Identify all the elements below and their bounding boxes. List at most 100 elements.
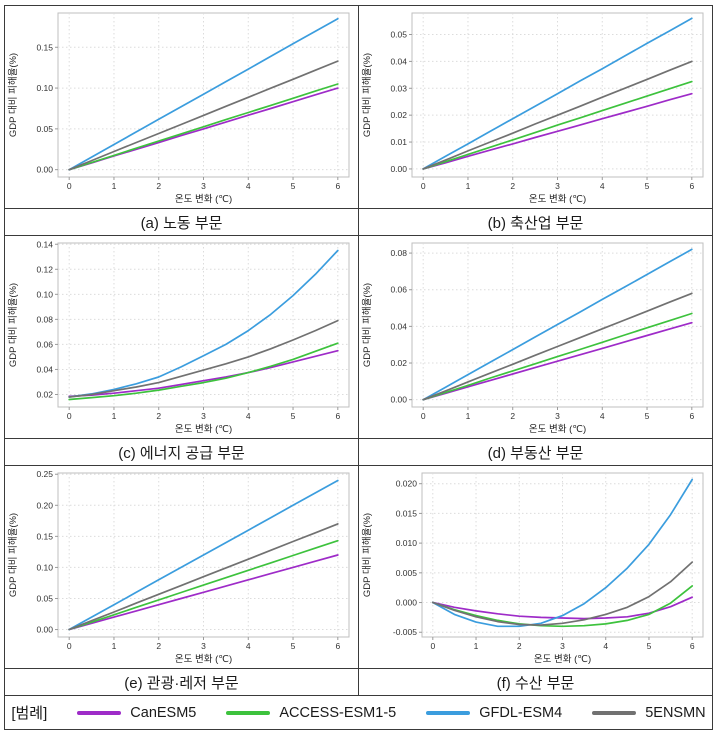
x-axis-label: 온도 변화 (℃) — [534, 654, 591, 665]
y-tick-label: 0.02 — [36, 389, 53, 399]
series-line-GFDL-ESM4 — [68, 249, 339, 398]
chart-realestate: 0 1 2 3 4 5 6 0.00 0.02 0.04 0.06 0.08 온도 변화 (℃) GDP … — [361, 242, 704, 435]
x-axis-label: 온도 변화 (℃) — [175, 194, 232, 205]
y-tick-label: 0.00 — [390, 395, 407, 405]
y-tick-label: 0.015 — [396, 508, 418, 518]
chart-fisheries: 0 1 2 3 4 5 6 -0.005 0.000 0.005 0.010 0.015 0.020 온도… — [361, 472, 704, 665]
y-tick-label: 0.02 — [390, 358, 407, 368]
y-tick-label: 0.05 — [390, 30, 407, 40]
caption-energy: (c) 에너지 공급 부문 — [5, 439, 359, 465]
legend-swatch-canesm5 — [77, 710, 122, 715]
y-tick-label: 0.020 — [396, 479, 418, 489]
legend-item-canesm5: CanESM5 — [77, 705, 196, 721]
series-line-5ENSMN — [68, 523, 339, 631]
y-tick-label: 0.10 — [36, 83, 53, 93]
y-tick-label: 0.12 — [36, 264, 53, 274]
caption-row-1: (a) 노동 부문 (b) 축산업 부문 — [5, 208, 712, 236]
legend-item-5ensmn: 5ENSMN — [592, 705, 706, 721]
x-tick-label: 5 — [645, 411, 650, 421]
series-line-5ENSMN — [422, 60, 693, 170]
y-tick-label: 0.10 — [36, 289, 53, 299]
x-tick-label: 1 — [112, 641, 117, 651]
series-line-CanESM5 — [422, 321, 693, 401]
x-tick-label: 0 — [421, 181, 426, 191]
chart-labor: 0 1 2 3 4 5 6 0.00 0.05 0.10 0.15 온도 변화 (℃) GDP 대비 피… — [7, 12, 350, 205]
series-line-GFDL-ESM4 — [68, 479, 339, 631]
legend: [범례] CanESM5 ACCESS-ESM1-5 GFDL-ESM4 5EN… — [5, 696, 712, 729]
y-tick-label: 0.14 — [36, 239, 53, 249]
legend-item-gfdl-esm4: GFDL-ESM4 — [426, 705, 562, 721]
x-tick-label: 6 — [689, 411, 694, 421]
y-tick-label: 0.06 — [36, 339, 53, 349]
y-tick-label: 0.06 — [390, 285, 407, 295]
x-tick-label: 4 — [246, 181, 251, 191]
x-tick-label: 0 — [67, 181, 72, 191]
x-tick-label: 6 — [335, 641, 340, 651]
chart-energy: 0 1 2 3 4 5 6 0.02 0.04 0.06 0.08 0.10 0.12 0.14 온도 변화… — [7, 239, 350, 435]
x-tick-label: 4 — [600, 181, 605, 191]
series-line-CanESM5 — [68, 554, 339, 631]
x-tick-label: 5 — [291, 411, 296, 421]
series-line-GFDL-ESM4 — [68, 17, 339, 171]
y-tick-label: 0.05 — [36, 124, 53, 134]
y-tick-label: 0.02 — [390, 110, 407, 120]
y-tick-label: 0.04 — [390, 321, 407, 331]
series-line-ACCESS-ESM1-5 — [431, 585, 694, 628]
legend-label-canesm5: CanESM5 — [130, 704, 197, 721]
series-line-5ENSMN — [68, 319, 339, 398]
y-tick-label: -0.005 — [393, 627, 417, 637]
series-line-GFDL-ESM4 — [431, 478, 694, 628]
x-tick-label: 2 — [156, 181, 161, 191]
x-tick-label: 4 — [246, 641, 251, 651]
series-line-CanESM5 — [431, 596, 694, 620]
x-tick-label: 1 — [466, 411, 471, 421]
chart-row-3: 0 1 2 3 4 5 6 0.00 0.05 0.10 0.15 0.20 0.25 온도 변화 (℃)… — [5, 466, 712, 668]
caption-labor: (a) 노동 부문 — [5, 209, 359, 235]
x-tick-label: 2 — [510, 411, 515, 421]
y-tick-label: 0.08 — [390, 248, 407, 258]
x-tick-label: 5 — [647, 641, 652, 651]
y-tick-label: 0.08 — [36, 314, 53, 324]
y-tick-label: 0.05 — [36, 593, 53, 603]
series-line-CanESM5 — [68, 349, 339, 398]
x-tick-label: 3 — [560, 641, 565, 651]
caption-realestate: (d) 부동산 부문 — [487, 444, 584, 462]
x-tick-label: 5 — [645, 181, 650, 191]
y-tick-label: 0.25 — [36, 469, 53, 479]
y-tick-label: 0.04 — [36, 364, 53, 374]
x-tick-label: 2 — [156, 411, 161, 421]
y-tick-label: 0.04 — [390, 56, 407, 66]
y-axis-label: GDP 대비 피해율(%) — [7, 283, 19, 367]
x-tick-label: 5 — [291, 641, 296, 651]
x-tick-label: 2 — [156, 641, 161, 651]
chart-cell-labor: 0 1 2 3 4 5 6 0.00 0.05 0.10 0.15 온도 변화 (℃) GDP 대비 피… — [5, 6, 359, 208]
y-tick-label: 0.03 — [390, 83, 407, 93]
chart-row-1: 0 1 2 3 4 5 6 0.00 0.05 0.10 0.15 온도 변화 (℃) GDP 대비 피… — [5, 6, 712, 208]
legend-label-gfdl-esm4: GFDL-ESM4 — [479, 704, 563, 721]
x-axis-label: 온도 변화 (℃) — [175, 654, 232, 665]
legend-label-access-esm1-5: ACCESS-ESM1-5 — [279, 704, 397, 721]
x-tick-label: 3 — [201, 181, 206, 191]
x-tick-label: 6 — [335, 181, 340, 191]
series-line-GFDL-ESM4 — [422, 17, 693, 170]
caption-row-3: (e) 관광·레저 부문 (f) 수산 부문 — [5, 668, 712, 696]
series-line-GFDL-ESM4 — [422, 248, 693, 401]
series-line-ACCESS-ESM1-5 — [422, 80, 693, 170]
chart-row-2: 0 1 2 3 4 5 6 0.02 0.04 0.06 0.08 0.10 0.12 0.14 온도 변화… — [5, 236, 712, 438]
series-line-ACCESS-ESM1-5 — [68, 342, 339, 401]
y-tick-label: 0.00 — [390, 164, 407, 174]
x-tick-label: 0 — [421, 411, 426, 421]
x-axis-label: 온도 변화 (℃) — [529, 194, 586, 205]
chart-cell-fisheries: 0 1 2 3 4 5 6 -0.005 0.000 0.005 0.010 0.015 0.020 온도… — [359, 466, 712, 668]
x-tick-label: 1 — [112, 411, 117, 421]
caption-tourism: (e) 관광·레저 부문 — [5, 669, 359, 695]
y-tick-label: 0.15 — [36, 531, 53, 541]
caption-fisheries: (f) 수산 부문 — [496, 674, 575, 692]
y-tick-label: 0.15 — [36, 42, 53, 52]
y-tick-label: 0.00 — [36, 625, 53, 635]
chart-cell-energy: 0 1 2 3 4 5 6 0.02 0.04 0.06 0.08 0.10 0.12 0.14 온도 변화… — [5, 236, 359, 438]
x-tick-label: 0 — [430, 641, 435, 651]
x-tick-label: 4 — [603, 641, 608, 651]
legend-swatch-gfdl-esm4 — [426, 710, 471, 715]
y-axis-label: GDP 대비 피해율(%) — [361, 513, 373, 597]
